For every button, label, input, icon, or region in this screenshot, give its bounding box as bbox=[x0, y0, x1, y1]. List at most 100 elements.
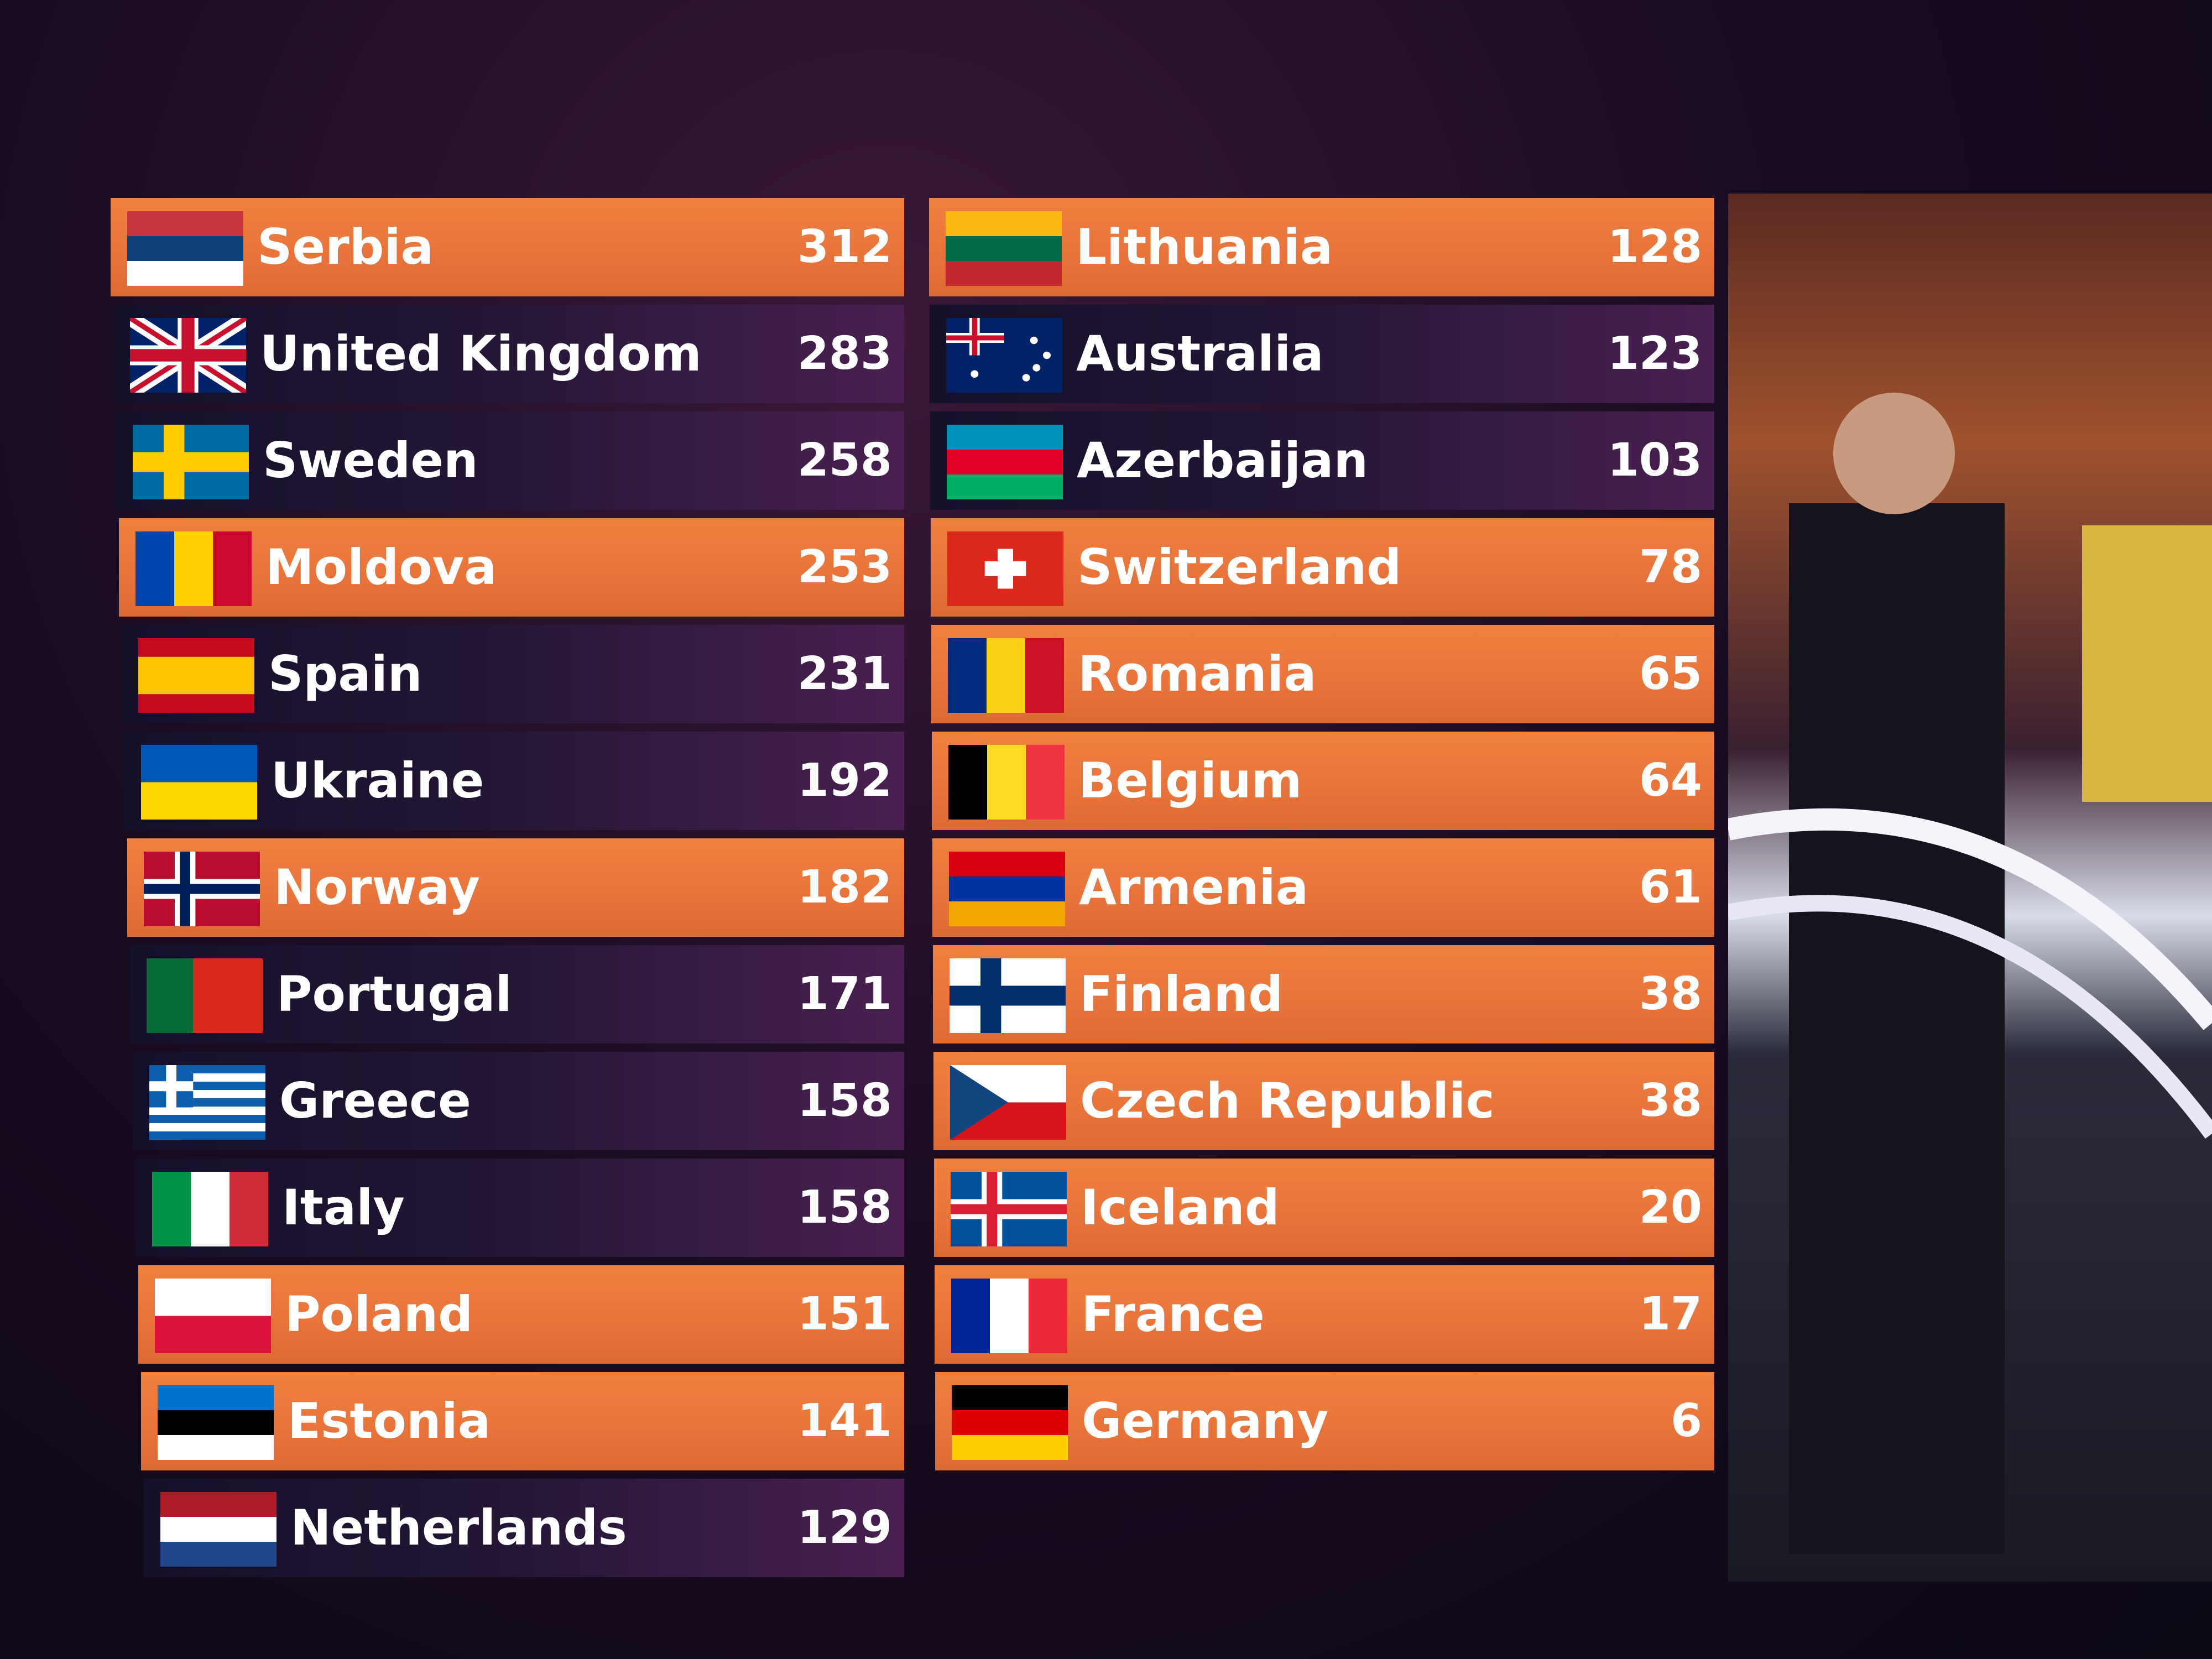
host-silhouette bbox=[1789, 503, 2005, 1554]
score-row: Ukraine 192 bbox=[124, 732, 904, 830]
country-name: Netherlands bbox=[290, 1499, 627, 1556]
points: 128 bbox=[1607, 221, 1702, 273]
host-dress bbox=[2082, 525, 2212, 802]
flag-part bbox=[1030, 336, 1038, 345]
flag-part bbox=[216, 958, 241, 1033]
score-row: Australia 123 bbox=[930, 305, 1714, 403]
flag-part bbox=[949, 901, 1065, 926]
flag-part bbox=[948, 638, 988, 713]
country-name: Belgium bbox=[1078, 752, 1302, 809]
score-row: Serbia 312 bbox=[111, 198, 904, 296]
flag bbox=[138, 638, 254, 713]
flag-part bbox=[1025, 638, 1064, 713]
score-row: United Kingdom 283 bbox=[113, 305, 904, 403]
flag-part bbox=[141, 745, 257, 783]
flag bbox=[948, 745, 1065, 820]
flag-part bbox=[130, 349, 246, 362]
flag-part bbox=[952, 1410, 1068, 1436]
flag bbox=[141, 745, 257, 820]
flag-part bbox=[951, 1279, 991, 1353]
flag-part bbox=[984, 561, 1026, 576]
flag-part bbox=[213, 531, 252, 606]
country-name: Finland bbox=[1079, 966, 1284, 1022]
flag-part bbox=[987, 745, 1027, 820]
flag-part bbox=[952, 1435, 1068, 1460]
points: 38 bbox=[1639, 968, 1702, 1020]
points: 253 bbox=[797, 541, 892, 593]
flag bbox=[127, 211, 243, 286]
flag-part bbox=[149, 1123, 265, 1132]
flag bbox=[149, 1065, 265, 1140]
flag bbox=[147, 958, 263, 1033]
score-row: Moldova 253 bbox=[119, 518, 904, 617]
flag-part bbox=[170, 958, 194, 1033]
points: 231 bbox=[797, 648, 892, 700]
score-row: Germany 6 bbox=[935, 1372, 1714, 1470]
country-name: Spain bbox=[268, 645, 422, 702]
points: 258 bbox=[797, 434, 892, 487]
country-name: Portugal bbox=[276, 966, 512, 1022]
stage-arc bbox=[1726, 808, 2212, 1030]
score-row: Italy 158 bbox=[135, 1159, 904, 1257]
flag-part bbox=[160, 1492, 276, 1518]
flag-part bbox=[952, 1385, 1068, 1411]
points: 171 bbox=[797, 968, 892, 1020]
stage-art bbox=[1726, 393, 2212, 1554]
points: 151 bbox=[797, 1288, 892, 1340]
flag-part bbox=[144, 884, 260, 894]
flag bbox=[952, 1385, 1068, 1460]
country-name: Australia bbox=[1076, 325, 1324, 382]
points: 192 bbox=[797, 754, 892, 807]
score-row: Netherlands 129 bbox=[144, 1479, 904, 1577]
flag-part bbox=[950, 985, 1066, 1006]
country-name: Azerbaijan bbox=[1077, 432, 1369, 489]
flag-part bbox=[133, 452, 249, 472]
country-name: Czech Republic bbox=[1080, 1072, 1495, 1129]
flag-part bbox=[135, 531, 175, 606]
score-row: Lithuania 128 bbox=[929, 198, 1714, 296]
country-name: Estonia bbox=[288, 1392, 491, 1449]
flag-part bbox=[149, 1131, 265, 1140]
points: 182 bbox=[797, 861, 892, 914]
flag-part bbox=[947, 450, 1063, 476]
country-name: Sweden bbox=[263, 432, 478, 489]
flag bbox=[951, 1279, 1067, 1353]
flag-part bbox=[160, 1542, 276, 1567]
flag bbox=[152, 1172, 268, 1246]
points: 158 bbox=[797, 1181, 892, 1234]
points: 17 bbox=[1639, 1288, 1702, 1340]
flag-part bbox=[138, 675, 254, 695]
score-row: Spain 231 bbox=[122, 625, 904, 723]
flag-part bbox=[947, 474, 1063, 499]
flag-part bbox=[946, 211, 1062, 237]
flag bbox=[144, 852, 260, 926]
flag-part bbox=[987, 638, 1026, 713]
score-row: Czech Republic 38 bbox=[933, 1052, 1714, 1150]
country-name: Germany bbox=[1082, 1392, 1329, 1449]
flag-part bbox=[1026, 745, 1065, 820]
flag-part bbox=[948, 745, 988, 820]
flag-part bbox=[174, 531, 214, 606]
flag bbox=[135, 531, 252, 606]
country-name: Switzerland bbox=[1077, 539, 1402, 596]
flag-part bbox=[127, 236, 243, 262]
flag-part bbox=[193, 958, 217, 1033]
flag-part bbox=[1022, 374, 1030, 382]
score-row: Finland 38 bbox=[933, 945, 1714, 1044]
flag bbox=[950, 958, 1066, 1033]
flag-part bbox=[149, 1081, 194, 1092]
flag-part bbox=[149, 1107, 265, 1115]
flag-part bbox=[229, 1172, 268, 1246]
score-row: Sweden 258 bbox=[116, 411, 904, 510]
score-row: Romania 65 bbox=[931, 625, 1714, 723]
flag-part bbox=[127, 261, 243, 286]
flag-part bbox=[946, 261, 1062, 286]
score-row: Greece 158 bbox=[133, 1052, 904, 1150]
flag-part bbox=[147, 958, 171, 1033]
flag bbox=[948, 638, 1064, 713]
stage-arc bbox=[1726, 895, 2212, 1139]
country-name: Norway bbox=[274, 859, 480, 916]
points: 158 bbox=[797, 1074, 892, 1127]
score-row: Iceland 20 bbox=[934, 1159, 1714, 1257]
score-row: Portugal 171 bbox=[130, 945, 904, 1044]
